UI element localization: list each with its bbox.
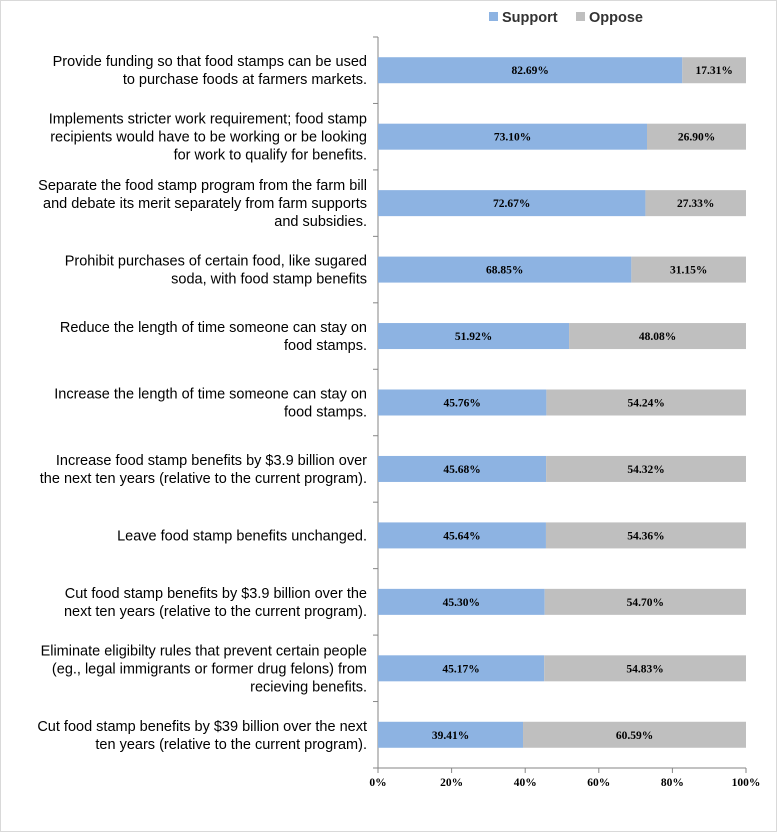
axes: 0% 20% 40% 60% 80% 100% <box>369 36 761 789</box>
bar-oppose-8 <box>545 522 746 549</box>
data-label-oppose-10: 54.83% <box>626 663 663 675</box>
legend-label-support: Support <box>502 10 558 26</box>
category-label-6: Increase the length of time someone can … <box>54 387 367 421</box>
category-label-3: Separate the food stamp program from the… <box>38 178 367 230</box>
category-labels: Provide funding so that food stamps can … <box>37 54 367 753</box>
data-label-oppose-5: 48.08% <box>639 331 676 343</box>
category-label-10: Eliminate eligibilty rules that prevent … <box>41 643 367 695</box>
bar-oppose-2 <box>647 123 746 150</box>
x-tick-label: 20% <box>440 777 463 789</box>
x-tick-label: 80% <box>661 777 684 789</box>
bar-oppose-3 <box>645 190 746 217</box>
bar-support-3 <box>378 190 646 217</box>
x-tick-label: 100% <box>732 777 761 789</box>
legend-label-oppose: Oppose <box>589 10 643 26</box>
data-label-support-9: 45.30% <box>443 597 480 609</box>
bar-support-4 <box>378 256 632 283</box>
bar-support-11 <box>378 721 524 748</box>
category-label-5: Reduce the length of time someone can st… <box>60 320 367 354</box>
data-label-support-6: 45.76% <box>444 398 481 410</box>
x-tick-label: 40% <box>514 777 537 789</box>
category-label-8: Leave food stamp benefits unchanged. <box>117 528 367 544</box>
bar-support-10 <box>378 655 545 682</box>
bar-oppose-11 <box>523 721 746 748</box>
data-label-support-1: 82.69% <box>511 65 548 77</box>
x-tick-label: 0% <box>369 777 386 789</box>
data-label-oppose-8: 54.36% <box>627 530 664 542</box>
x-tick-label: 60% <box>587 777 610 789</box>
data-label-oppose-9: 54.70% <box>627 597 664 609</box>
data-label-oppose-7: 54.32% <box>627 464 664 476</box>
data-label-oppose-4: 31.15% <box>670 265 707 277</box>
bar-oppose-7 <box>546 455 746 482</box>
data-label-support-4: 68.85% <box>486 265 523 277</box>
legend-swatch-oppose <box>576 12 585 21</box>
data-label-oppose-6: 54.24% <box>628 398 665 410</box>
data-label-oppose-1: 17.31% <box>695 65 732 77</box>
bar-oppose-6 <box>546 389 746 416</box>
category-label-11: Cut food stamp benefits by $39 billion o… <box>37 719 367 753</box>
bar-support-9 <box>378 588 545 615</box>
category-label-2: Implements stricter work requirement; fo… <box>49 112 367 164</box>
data-label-support-7: 45.68% <box>443 464 480 476</box>
bar-support-1 <box>378 57 683 84</box>
bar-support-6 <box>378 389 547 416</box>
category-label-4: Prohibit purchases of certain food, like… <box>65 254 367 288</box>
data-label-support-8: 45.64% <box>443 530 480 542</box>
data-label-support-11: 39.41% <box>432 730 469 742</box>
bar-oppose-10 <box>544 655 746 682</box>
category-label-1: Provide funding so that food stamps can … <box>53 54 367 88</box>
data-label-oppose-3: 27.33% <box>677 198 714 210</box>
bar-oppose-1 <box>682 57 746 84</box>
data-label-support-2: 73.10% <box>494 132 531 144</box>
data-label-oppose-2: 26.90% <box>678 132 715 144</box>
data-label-support-5: 51.92% <box>455 331 492 343</box>
bars: 82.69% 17.31% 73.10% 26.90% 72.67% 27.33% 68.8… <box>378 57 746 748</box>
bar-support-7 <box>378 455 547 482</box>
bar-oppose-9 <box>544 588 746 615</box>
legend: Support Oppose <box>489 10 643 26</box>
data-label-oppose-11: 60.59% <box>616 730 653 742</box>
bar-support-5 <box>378 323 570 350</box>
data-label-support-3: 72.67% <box>493 198 530 210</box>
data-label-support-10: 45.17% <box>442 663 479 675</box>
category-label-7: Increase food stamp benefits by $3.9 bil… <box>40 453 367 487</box>
bar-support-8 <box>378 522 546 549</box>
bar-oppose-5 <box>569 323 746 350</box>
bar-oppose-4 <box>631 256 746 283</box>
legend-swatch-support <box>489 12 498 21</box>
bar-support-2 <box>378 123 648 150</box>
category-label-9: Cut food stamp benefits by $3.9 billion … <box>64 586 367 620</box>
